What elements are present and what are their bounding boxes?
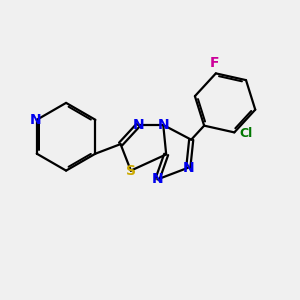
Text: N: N: [29, 113, 41, 127]
Text: F: F: [210, 56, 219, 70]
Text: Cl: Cl: [240, 128, 253, 140]
Text: N: N: [182, 161, 194, 175]
Text: N: N: [158, 118, 169, 132]
Text: S: S: [126, 164, 136, 178]
Text: N: N: [132, 118, 144, 132]
Text: N: N: [152, 172, 163, 186]
